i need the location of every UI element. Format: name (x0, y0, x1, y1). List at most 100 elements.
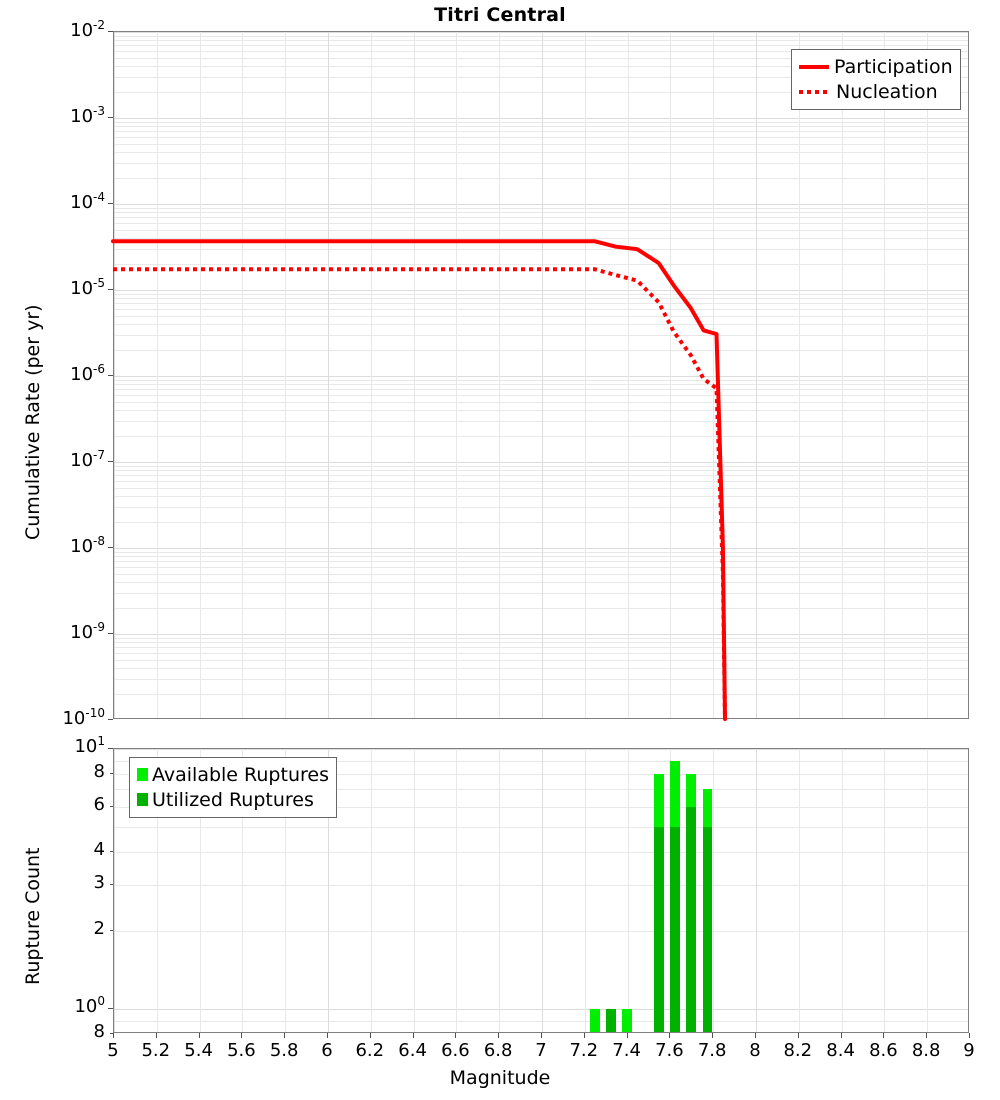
y-tick-label-minor: 8 (93, 1021, 105, 1042)
x-tick-mark (541, 1033, 542, 1038)
bar-available-ruptures (590, 1008, 600, 1032)
y-tick-label-major: 101 (74, 734, 105, 757)
gridline-horizontal (114, 395, 968, 397)
y-tick-mark (108, 719, 113, 720)
y-tick-mark (110, 851, 113, 852)
gridline-vertical (884, 749, 885, 1032)
gridline-vertical (371, 32, 372, 718)
x-tick-mark (926, 1033, 927, 1038)
gridline-vertical (114, 32, 115, 718)
gridline-vertical (499, 749, 500, 1032)
bar-available-ruptures (622, 1008, 632, 1032)
bar-utilized-ruptures (654, 827, 665, 1032)
participation-line-icon (799, 64, 829, 69)
gridline-horizontal (114, 309, 968, 311)
gridline-horizontal (114, 350, 968, 352)
gridline-horizontal (114, 223, 968, 225)
legend-label-participation: Participation (834, 55, 953, 78)
gridline-horizontal (114, 212, 968, 214)
y-tick-mark (110, 930, 113, 931)
gridline-horizontal (114, 131, 968, 133)
legend-label-nucleation: Nucleation (836, 80, 938, 103)
gridline-horizontal (114, 668, 968, 670)
y-tick-label: 10-6 (70, 362, 105, 385)
gridline-horizontal (114, 178, 968, 180)
x-tick-mark (627, 1033, 628, 1038)
gridline-horizontal (114, 143, 968, 145)
gridline-vertical (842, 749, 843, 1032)
gridline-horizontal (114, 57, 968, 59)
page-title: Titri Central (434, 4, 566, 26)
gridline-vertical (414, 749, 415, 1032)
gridline-horizontal (114, 303, 968, 305)
x-tick-label: 7.6 (655, 1040, 684, 1061)
gridline-vertical (371, 749, 372, 1032)
gridline-horizontal (114, 647, 968, 649)
gridline-vertical (285, 749, 286, 1032)
gridline-horizontal (114, 410, 968, 412)
gridline-horizontal (114, 481, 968, 483)
gridline-vertical (242, 749, 243, 1032)
gridline-horizontal (114, 217, 968, 219)
gridline-vertical (499, 32, 500, 718)
y-tick-label-minor: 8 (93, 761, 105, 783)
gridline-horizontal (114, 76, 968, 78)
x-tick-mark (841, 1033, 842, 1038)
gridline-vertical (200, 32, 201, 718)
legend-label-available-ruptures: Available Ruptures (152, 763, 329, 786)
gridline-horizontal (114, 592, 968, 594)
x-tick-mark (669, 1033, 670, 1038)
gridline-vertical (842, 32, 843, 718)
x-tick-mark (241, 1033, 242, 1038)
gridline-vertical (799, 32, 800, 718)
x-tick-label: 8.2 (783, 1040, 813, 1061)
gridline-vertical (328, 749, 329, 1032)
gridline-horizontal (114, 556, 968, 558)
curve-nucleation (113, 267, 727, 720)
gridline-horizontal (114, 334, 968, 336)
bar-utilized-ruptures (686, 806, 697, 1032)
legend-item-participation: Participation (799, 54, 953, 79)
y-tick-label: 10-7 (70, 448, 105, 471)
x-tick-mark (156, 1033, 157, 1038)
gridline-vertical (927, 749, 928, 1032)
gridline-horizontal (114, 659, 968, 661)
y-tick-mark (108, 31, 113, 32)
y-tick-mark (110, 806, 113, 807)
gridline-horizontal (114, 567, 968, 569)
gridline-horizontal (114, 462, 968, 463)
legend-item-utilized-ruptures: Utilized Ruptures (137, 787, 329, 812)
x-tick-label: 6.6 (441, 1040, 470, 1061)
gridline-horizontal (114, 248, 968, 250)
legend-item-available-ruptures: Available Ruptures (137, 762, 329, 787)
gridline-horizontal (114, 653, 968, 655)
gridline-horizontal (114, 121, 968, 123)
gridline-horizontal (114, 522, 968, 524)
nucleation-dotted-line-icon (799, 89, 829, 94)
gridline-horizontal (114, 298, 968, 300)
bottom-panel-legend: Available Ruptures Utilized Ruptures (129, 757, 337, 818)
y-tick-mark (108, 375, 113, 376)
x-tick-mark (498, 1033, 499, 1038)
bar-utilized-ruptures (702, 827, 713, 1032)
gridline-horizontal (114, 126, 968, 128)
gridline-horizontal (114, 761, 968, 762)
y-tick-label-major: 100 (74, 993, 105, 1017)
bottom-panel-ylabel: Rupture Count (22, 847, 44, 986)
gridline-vertical (628, 749, 629, 1032)
gridline-vertical (756, 32, 757, 718)
gridline-horizontal (114, 401, 968, 403)
gridline-horizontal (114, 475, 968, 477)
x-tick-label: 8.6 (869, 1040, 898, 1061)
gridline-horizontal (114, 436, 968, 438)
x-tick-mark (413, 1033, 414, 1038)
y-tick-mark (108, 117, 113, 118)
gridline-vertical (456, 749, 457, 1032)
gridline-horizontal (114, 290, 968, 291)
curve-participation (111, 239, 727, 721)
gridline-horizontal (114, 162, 968, 164)
gridline-horizontal (114, 496, 968, 498)
x-tick-mark (370, 1033, 371, 1038)
gridline-horizontal (114, 293, 968, 295)
